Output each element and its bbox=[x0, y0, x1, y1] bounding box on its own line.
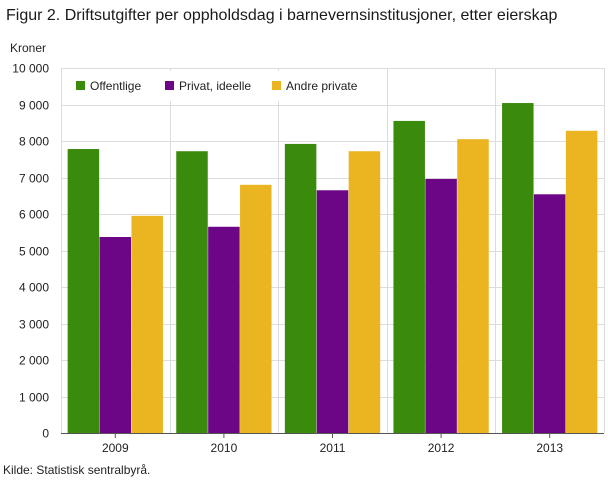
legend-box bbox=[63, 71, 379, 101]
x-tick-label: 2011 bbox=[320, 441, 346, 455]
x-tick-label: 2009 bbox=[102, 441, 129, 455]
y-tick-label: 5 000 bbox=[19, 245, 49, 259]
legend-label: Offentlige bbox=[90, 79, 141, 93]
y-tick-label: 0 bbox=[42, 427, 49, 441]
source-note: Kilde: Statistisk sentralbyrå. bbox=[3, 463, 151, 477]
y-tick-label: 10 000 bbox=[12, 62, 49, 76]
legend-swatch bbox=[165, 81, 174, 90]
bar bbox=[240, 184, 272, 433]
bar bbox=[67, 149, 100, 433]
y-tick-label: 8 000 bbox=[19, 135, 49, 149]
y-tick-label: 2 000 bbox=[19, 354, 49, 368]
chart-title: Figur 2. Driftsutgifter per oppholdsdag … bbox=[6, 7, 558, 24]
bar bbox=[316, 190, 349, 433]
legend-swatch bbox=[76, 81, 85, 90]
y-tick-label: 9 000 bbox=[19, 99, 49, 113]
legend-label: Privat, ideelle bbox=[179, 79, 251, 93]
y-axis-title: Kroner bbox=[10, 41, 46, 55]
bar bbox=[393, 120, 425, 434]
bar bbox=[502, 103, 534, 433]
y-tick-label: 3 000 bbox=[19, 318, 49, 332]
x-tick-label: 2012 bbox=[428, 441, 455, 455]
y-tick-label: 1 000 bbox=[19, 391, 49, 405]
bar bbox=[176, 151, 208, 433]
bar bbox=[284, 143, 317, 434]
legend-label: Andre private bbox=[286, 79, 358, 93]
bar bbox=[457, 139, 489, 434]
y-tick-label: 4 000 bbox=[19, 281, 49, 295]
bar bbox=[533, 194, 566, 433]
y-tick-label: 6 000 bbox=[19, 208, 49, 222]
legend-swatch bbox=[272, 81, 281, 90]
bar bbox=[425, 178, 457, 433]
bar bbox=[208, 226, 240, 433]
legend: Offentlige Privat, ideelle Andre private bbox=[63, 71, 379, 101]
x-tick-label: 2013 bbox=[536, 441, 563, 455]
y-tick-label: 7 000 bbox=[19, 172, 49, 186]
bar bbox=[565, 130, 598, 433]
bar bbox=[348, 151, 381, 433]
x-tick-label: 2010 bbox=[211, 441, 238, 455]
axes: 0 1 000 2 000 3 000 4 000 5 000 6 000 7 000 8 00… bbox=[12, 62, 604, 455]
bars bbox=[67, 103, 598, 434]
bar bbox=[131, 215, 163, 433]
bar bbox=[99, 236, 132, 433]
